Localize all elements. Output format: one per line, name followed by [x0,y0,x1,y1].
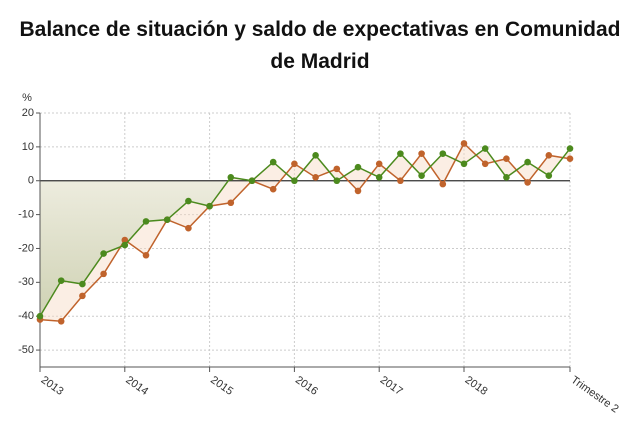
point [418,172,425,179]
point [545,172,553,179]
series-line [39,147,571,317]
x-tick-label: 2014 [123,374,150,398]
chart-title: Balance de situación y saldo de expectat… [19,18,621,73]
point [524,179,531,186]
y-tick-label: -50 [18,344,34,356]
point [460,160,468,168]
point [57,277,65,284]
point [227,199,235,207]
x-tick-label: Trimestre 2 [569,374,621,416]
x-tick-label: 2016 [293,374,320,398]
point [375,174,383,181]
between-fill [40,143,570,322]
point [142,218,150,225]
point [163,216,171,223]
point [503,155,510,163]
point [312,152,319,159]
y-tick-label: -40 [18,310,34,322]
x-tick-label: 2018 [463,374,490,398]
point [333,177,341,185]
point [79,292,86,300]
y-axis-unit: % [22,92,32,104]
point [439,150,447,157]
y-tick-label: 20 [22,107,34,119]
point [100,250,107,257]
x-tick-label: 2017 [378,374,405,398]
x-tick-label: 2015 [208,374,235,398]
point [566,155,574,163]
point [418,150,425,157]
point [375,160,383,168]
area-fill [40,180,229,317]
point [333,165,341,173]
point [100,270,107,278]
point [291,160,298,168]
point [121,236,129,244]
point [439,180,447,188]
x-tick-label: 2013 [39,374,66,398]
point [481,145,489,152]
point [185,197,192,205]
point [397,177,404,185]
y-tick-label: -10 [18,209,34,221]
y-tick-label: 10 [22,141,34,153]
point [36,312,44,320]
point [481,160,489,168]
point [121,241,129,249]
point [354,187,362,195]
point [269,158,277,166]
point [397,150,404,157]
point [206,202,213,210]
series-line [39,142,571,323]
point [291,177,298,185]
y-tick-label: 0 [28,175,34,187]
point [312,174,319,181]
y-tick-label: -20 [18,242,34,254]
point [79,280,86,288]
point [460,140,468,147]
point [227,174,235,181]
point [566,145,574,152]
point [524,158,531,166]
point [57,317,65,325]
y-tick-label: -30 [18,276,34,288]
point [503,174,510,181]
point [545,152,553,159]
point [354,163,362,171]
point [248,177,256,185]
point [185,224,192,232]
point [269,185,277,193]
point [142,251,150,259]
